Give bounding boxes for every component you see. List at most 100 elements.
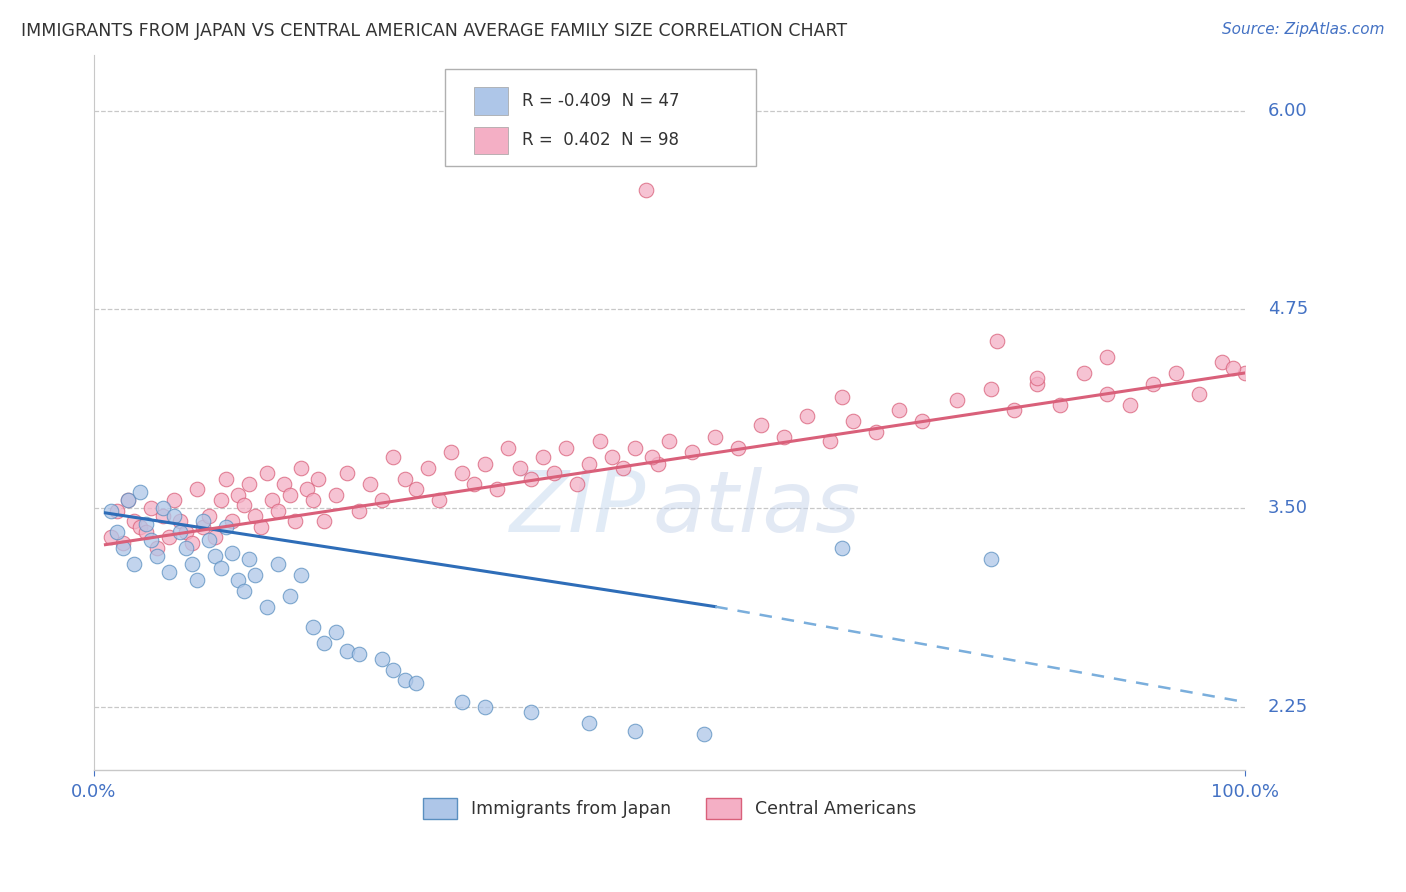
Point (117, 493, 139, 508)
Point (129, 485, 152, 500)
Point (578, 715, 600, 730)
Text: R =  0.402  N = 98: R = 0.402 N = 98 (522, 131, 679, 149)
Point (485, 482, 508, 496)
Point (129, 520, 152, 534)
Point (169, 514, 191, 528)
Point (370, 493, 392, 508)
Text: 3.50: 3.50 (1268, 500, 1308, 517)
Point (1026, 371, 1049, 385)
Point (267, 504, 290, 518)
Point (636, 183, 658, 197)
Point (295, 482, 318, 496)
Point (180, 557, 202, 571)
Point (1233, 366, 1256, 380)
Point (727, 441, 749, 455)
Point (209, 493, 232, 508)
Point (243, 567, 266, 582)
Point (221, 514, 243, 528)
Point (163, 493, 186, 508)
Point (531, 450, 554, 465)
Point (463, 477, 485, 491)
Point (554, 441, 576, 455)
Point (427, 493, 450, 508)
Point (312, 636, 335, 650)
Point (1095, 386, 1118, 401)
Point (842, 414, 865, 428)
Point (382, 450, 405, 465)
Point (474, 699, 496, 714)
Point (238, 477, 260, 491)
Point (157, 530, 180, 544)
Point (496, 441, 519, 455)
Point (290, 567, 312, 582)
Point (1222, 361, 1244, 376)
Point (831, 541, 853, 555)
Point (256, 466, 278, 480)
Point (307, 473, 329, 487)
Point (135, 516, 157, 531)
Point (186, 573, 208, 587)
Point (226, 573, 249, 587)
Point (146, 541, 169, 555)
Point (347, 504, 370, 518)
Point (204, 549, 226, 563)
Point (336, 644, 359, 658)
Point (111, 536, 134, 550)
Point (612, 461, 634, 475)
Point (704, 429, 727, 443)
Point (589, 434, 612, 449)
Point (117, 493, 139, 508)
Point (647, 457, 669, 471)
Point (249, 520, 271, 534)
Point (451, 466, 474, 480)
Point (267, 557, 290, 571)
Point (325, 488, 347, 502)
Point (347, 648, 370, 662)
Point (1049, 398, 1071, 412)
FancyBboxPatch shape (474, 127, 508, 153)
Point (193, 514, 215, 528)
Point (157, 565, 180, 579)
Point (370, 652, 392, 666)
Point (440, 445, 463, 459)
Point (693, 727, 716, 741)
Point (141, 533, 163, 547)
Point (416, 461, 439, 475)
Point (256, 599, 278, 614)
Point (946, 392, 969, 407)
Point (641, 450, 664, 465)
Point (986, 334, 1008, 349)
Point (520, 473, 543, 487)
Point (820, 434, 842, 449)
Point (405, 482, 427, 496)
Point (301, 493, 323, 508)
Point (301, 620, 323, 634)
Point (111, 541, 134, 555)
Point (221, 546, 243, 560)
Point (796, 409, 818, 423)
Point (215, 520, 238, 534)
Point (152, 501, 174, 516)
Point (174, 541, 197, 555)
Point (567, 477, 589, 491)
Point (405, 676, 427, 690)
Point (100, 530, 122, 544)
Point (325, 625, 347, 640)
Point (451, 695, 474, 709)
Point (163, 509, 186, 524)
Point (658, 434, 681, 449)
Point (226, 488, 249, 502)
Point (204, 530, 226, 544)
Point (198, 533, 221, 547)
Point (1187, 386, 1209, 401)
Point (141, 501, 163, 516)
Point (773, 429, 796, 443)
Point (312, 514, 335, 528)
Point (911, 414, 934, 428)
Point (520, 705, 543, 719)
Text: 6.00: 6.00 (1268, 102, 1308, 120)
Point (238, 552, 260, 566)
Point (278, 488, 301, 502)
Point (980, 382, 1002, 396)
Point (1142, 377, 1164, 392)
